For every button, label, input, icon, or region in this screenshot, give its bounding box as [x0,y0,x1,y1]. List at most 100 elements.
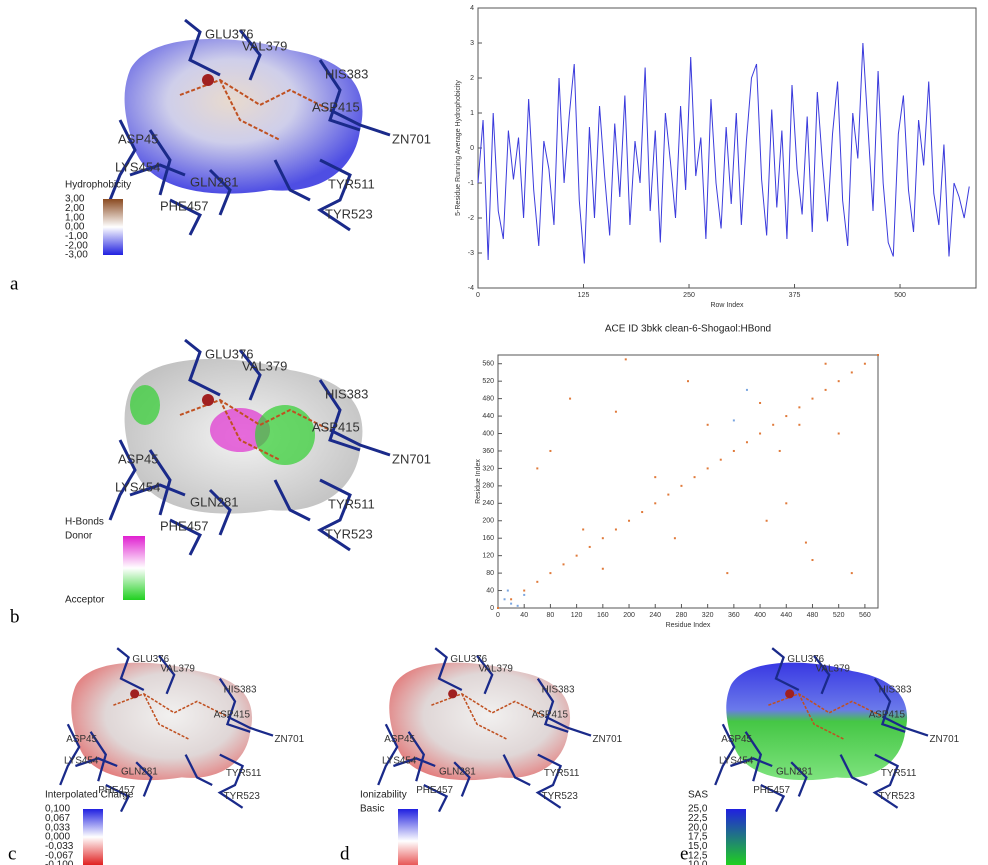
residue-label: TYR511 [328,176,375,191]
residue-label: ASP45 [721,734,752,745]
residue-stick [453,761,471,797]
legend-label: -0,100 [45,860,74,865]
residue-stick [544,715,592,737]
residue-stick [730,757,773,768]
residue-stick [476,655,494,695]
residue-label: TYR511 [881,768,917,779]
residue-label: ZN701 [930,734,960,745]
scatter-point [765,519,768,522]
residue-label: TYR511 [544,768,580,779]
y-tick-label: 560 [482,361,494,368]
y-tick-label: -4 [468,285,474,292]
scatter-point [510,598,513,601]
residue-label: HIS383 [325,66,368,81]
residue-label: PHE457 [753,785,790,796]
ligand [179,398,331,461]
scatter-point [497,607,499,609]
legend-label: 20,0 [688,822,708,833]
legend-label: -2,00 [65,240,88,251]
residue-label: ASP415 [869,710,906,721]
residue-stick [135,761,153,797]
scatter-point [523,593,526,596]
residue-stick [407,731,426,782]
panel-letter: e [680,843,688,864]
residue-label: GLN281 [439,767,476,778]
residue-stick [273,479,311,522]
zinc-atom [202,74,214,86]
color-bar [398,809,418,865]
residue-label: PHE457 [98,785,135,796]
scatter-point [850,572,853,575]
x-tick-label: 440 [780,612,792,619]
y-tick-label: 480 [482,395,494,402]
residue-label: GLU376 [132,654,169,665]
residue-label: TYR511 [226,768,262,779]
x-tick-label: 125 [578,292,590,299]
scatter-point [624,358,627,361]
x-axis-label: Residue Index [666,622,711,629]
legend-label: 1,00 [65,212,85,223]
x-tick-label: 400 [754,612,766,619]
ligand [768,692,883,741]
residue-stick [238,29,262,81]
residue-label: PHE457 [160,198,208,213]
scatter-point [850,371,853,374]
residue-label: ZN701 [392,451,431,466]
x-tick-label: 375 [789,292,801,299]
y-tick-label: 120 [482,552,494,559]
legend-label: 0,000 [45,832,70,843]
residue-label: TYR523 [542,791,579,802]
residue-stick [59,723,81,786]
residue-label: LYS454 [719,755,754,766]
residue-label: ASP45 [66,734,97,745]
residue-label: LYS454 [115,479,160,494]
scatter-point [772,423,775,426]
scatter-point [811,559,814,562]
scatter-point [706,467,709,470]
legend-label: 22,5 [688,813,708,824]
residue-stick [317,478,352,552]
residue-stick [169,198,203,236]
residue-stick [226,715,274,737]
residue-label: TYR523 [224,791,261,802]
residue-stick [148,449,172,516]
y-tick-label: 3 [470,40,474,47]
residue-stick [129,163,186,177]
residue-label: GLN281 [121,767,158,778]
scatter-point [562,563,565,566]
residue-stick [872,753,900,809]
residue-label: ZN701 [593,734,623,745]
surface [71,662,253,781]
x-tick-label: 240 [649,612,661,619]
scatter-point [673,537,676,540]
x-tick-label: 520 [833,612,845,619]
x-tick-label: 560 [859,612,871,619]
line-series [477,42,970,264]
scatter-point [745,388,748,391]
surface [389,662,571,781]
residue-stick [714,723,736,786]
scatter-point [877,354,879,356]
residue-label: GLU376 [450,654,487,665]
scatter-point [641,511,644,514]
residue-stick [771,647,800,692]
legend-label: Acceptor [65,595,105,606]
scatter-point [732,449,735,452]
residue-stick [535,753,563,809]
y-tick-label: 1 [470,110,474,117]
residue-stick [116,647,145,692]
scatter-point [804,541,807,544]
x-tick-label: 480 [807,612,819,619]
scatter-point [549,449,552,452]
residue-stick [169,518,203,556]
residue-label: LYS454 [382,755,417,766]
residue-label: LYS454 [64,755,99,766]
residue-label: GLN281 [190,494,238,509]
x-tick-label: 80 [547,612,555,619]
scatter-point [667,493,670,496]
residue-stick [89,731,108,782]
